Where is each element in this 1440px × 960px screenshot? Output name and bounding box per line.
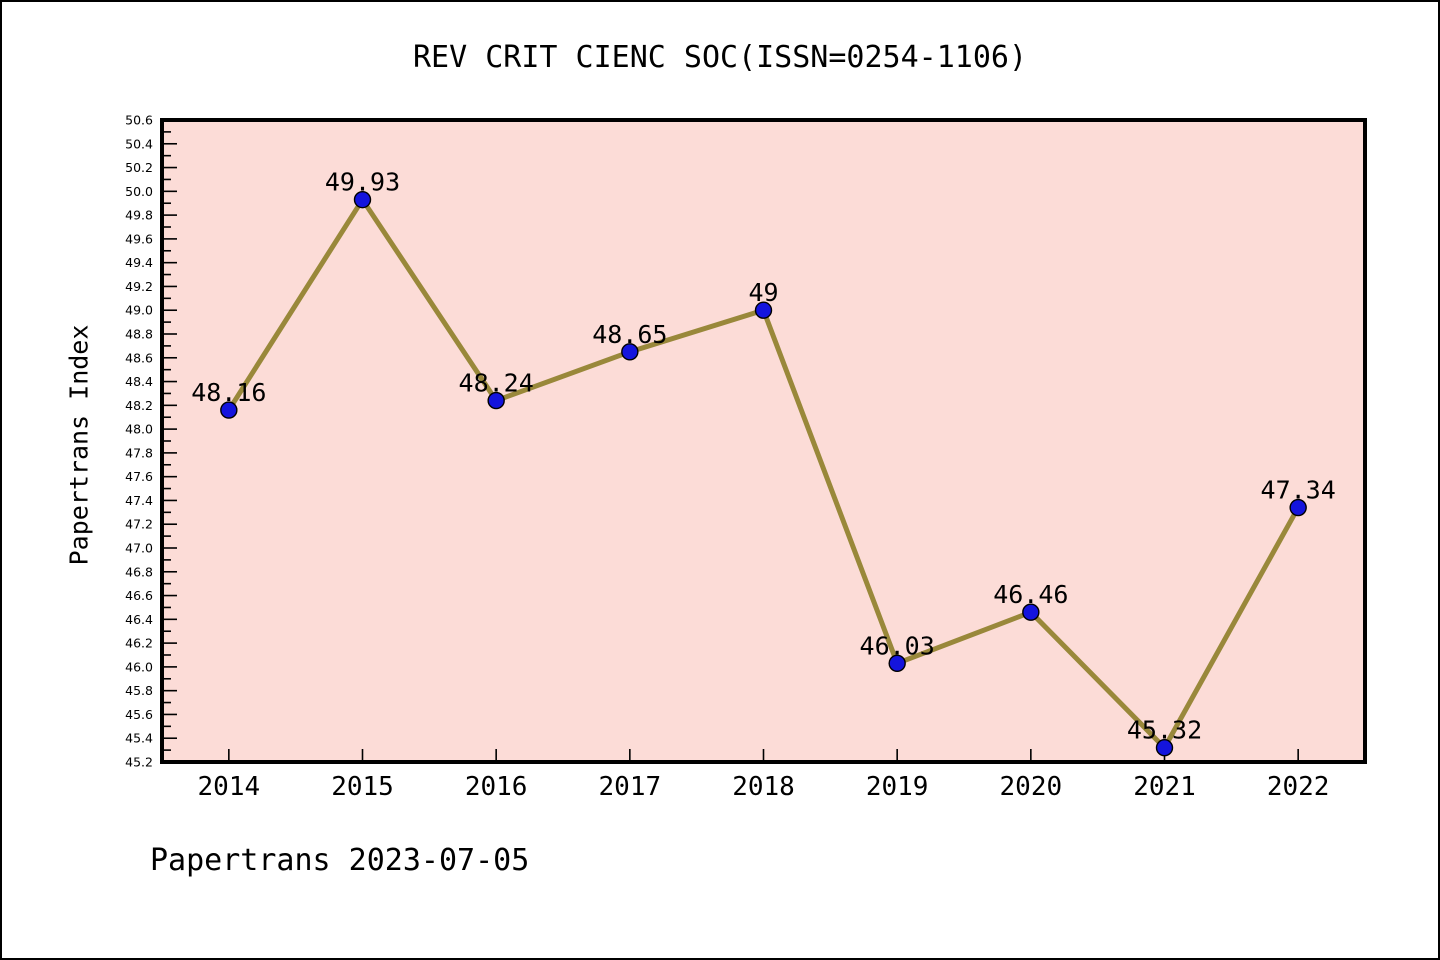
x-tick-label: 2020 (1000, 772, 1063, 802)
data-point-label: 49.93 (325, 168, 400, 197)
y-tick-label: 48.2 (125, 398, 153, 413)
data-point-label: 46.46 (993, 580, 1068, 609)
footer-annotation: Papertrans 2023-07-05 (150, 843, 530, 878)
data-point (888, 654, 906, 673)
y-tick-label: 45.2 (125, 755, 153, 770)
y-tick-label: 47.6 (125, 469, 153, 484)
data-point (1022, 603, 1040, 621)
data-point-label: 47.34 (1261, 476, 1336, 505)
x-tick-label: 2022 (1267, 772, 1330, 802)
y-tick-label: 49.6 (125, 231, 153, 246)
y-tick-label: 49.4 (125, 255, 153, 270)
data-point (1289, 498, 1307, 517)
data-point-label: 49 (748, 278, 778, 307)
y-tick-label: 50.0 (125, 184, 153, 199)
y-tick-label: 45.6 (125, 707, 153, 722)
data-point (1155, 739, 1174, 757)
data-point-label: 48.65 (592, 320, 667, 349)
data-point (754, 301, 773, 319)
y-tick-label: 46.0 (125, 659, 153, 674)
y-tick-label: 48.0 (125, 422, 153, 437)
y-tick-label: 49.8 (125, 208, 153, 223)
y-tick-label: 47.2 (125, 517, 153, 532)
y-tick-label: 49.2 (125, 279, 153, 294)
data-point (487, 391, 505, 410)
y-tick-label: 47.4 (125, 493, 153, 508)
x-tick-label: 2019 (866, 772, 929, 802)
y-tick-label: 48.8 (125, 327, 153, 342)
y-tick-label: 45.8 (125, 683, 153, 698)
y-tick-label: 45.4 (125, 731, 153, 746)
x-tick-label: 2021 (1133, 772, 1196, 802)
data-point (353, 190, 372, 209)
data-point-label: 46.03 (860, 631, 935, 660)
y-tick-label: 48.6 (125, 350, 153, 365)
y-tick-label: 50.4 (125, 136, 153, 151)
x-tick-label: 2017 (599, 772, 662, 802)
y-tick-label: 49.0 (125, 303, 153, 318)
data-point-label: 48.24 (459, 369, 534, 398)
y-tick-label: 46.4 (125, 612, 153, 627)
y-tick-label: 46.6 (125, 588, 153, 603)
x-tick-label: 2016 (465, 772, 528, 802)
data-point-label: 45.32 (1127, 716, 1202, 745)
y-tick-label: 47.0 (125, 541, 153, 556)
chart-title: REV CRIT CIENC SOC(ISSN=0254-1106) (412, 40, 1028, 75)
y-tick-label: 50.2 (125, 160, 153, 175)
y-tick-label: 50.6 (125, 113, 153, 128)
x-tick-label: 2018 (732, 772, 795, 802)
y-tick-label: 47.8 (125, 445, 153, 460)
plot-area (162, 120, 1365, 762)
data-point (220, 401, 238, 419)
x-tick-label: 2015 (331, 772, 394, 802)
data-point-label: 48.16 (191, 378, 266, 407)
plot-border (160, 118, 1367, 764)
y-tick-label: 46.2 (125, 636, 153, 651)
y-tick-label: 46.8 (125, 564, 153, 579)
data-point (621, 343, 639, 361)
y-tick-label: 48.4 (125, 374, 153, 389)
x-tick-label: 2014 (198, 772, 261, 802)
